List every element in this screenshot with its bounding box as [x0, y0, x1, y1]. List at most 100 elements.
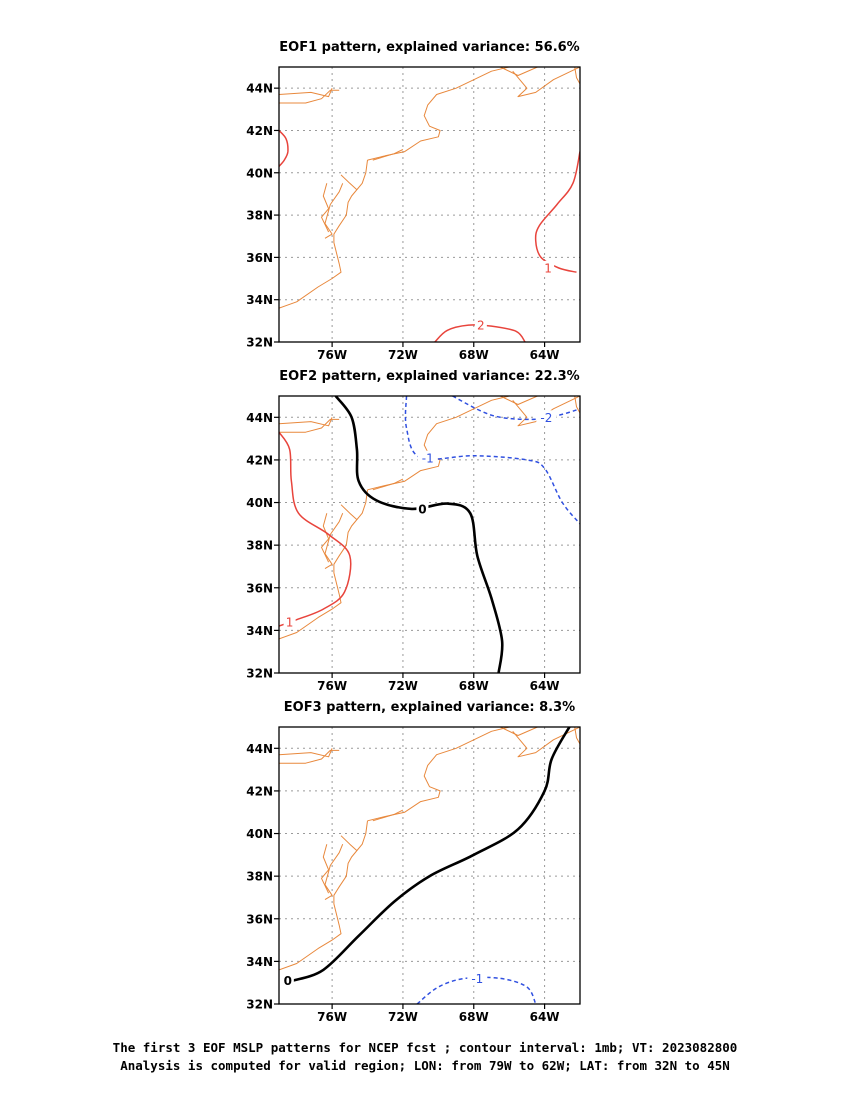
y-tick-label: 34N: [246, 624, 273, 638]
contour-label: 1: [286, 615, 294, 629]
coastline: [340, 835, 358, 851]
contour-label-bg: [416, 501, 429, 516]
contour-label-bg: [542, 260, 555, 275]
x-tick-label: 76W: [317, 348, 347, 362]
x-tick-label: 64W: [530, 1010, 560, 1024]
y-tick-label: 44N: [246, 411, 273, 425]
coastline: [321, 513, 330, 563]
coastline: [321, 844, 330, 894]
coastline: [340, 504, 358, 520]
eof3-title: EOF3 pattern, explained variance: 8.3%: [284, 700, 575, 715]
contour-label: 0: [284, 974, 292, 988]
y-tick-label: 36N: [246, 581, 273, 595]
coastline: [279, 88, 333, 98]
eof3-panel: EOF3 pattern, explained variance: 8.3% 0 -…: [246, 700, 581, 1024]
x-tick-label: 64W: [530, 348, 560, 362]
contour-label: -1: [471, 972, 483, 986]
x-tick-label: 72W: [388, 679, 418, 693]
coastline: [279, 748, 333, 758]
contour-label: 0: [418, 502, 426, 516]
x-tick-label: 72W: [388, 1010, 418, 1024]
coastline: [500, 727, 538, 736]
x-tick-label: 68W: [459, 1010, 489, 1024]
y-tick-label: 42N: [246, 124, 273, 138]
y-tick-label: 40N: [246, 496, 273, 510]
y-tick-label: 32N: [246, 667, 273, 681]
contour-label: -2: [540, 411, 552, 425]
coastline: [279, 489, 368, 640]
contour-line-level-1: [279, 129, 289, 167]
coastline: [512, 67, 580, 98]
coastline: [574, 67, 580, 85]
x-tick-label: 68W: [459, 348, 489, 362]
eof1-plot-area: 12: [279, 67, 580, 342]
coastline: [367, 727, 510, 822]
contour-label-bg: [283, 614, 296, 629]
coastline: [372, 149, 404, 161]
contour-line-level-0: [292, 727, 571, 982]
eof2-panel: EOF2 pattern, explained variance: 22.3% 0…: [246, 369, 581, 693]
coastline: [279, 820, 368, 971]
y-tick-label: 42N: [246, 453, 273, 467]
footer-line-1: The first 3 EOF MSLP patterns for NCEP f…: [112, 1040, 738, 1055]
contour-label: 2: [477, 319, 485, 333]
eof2-plot-area: 0 1 -1 -2: [279, 396, 580, 673]
eof2-frame: [278, 395, 581, 674]
eof2-title: EOF2 pattern, explained variance: 22.3%: [279, 369, 579, 384]
y-tick-label: 44N: [246, 82, 273, 96]
coastline: [279, 418, 340, 433]
y-tick-label: 34N: [246, 293, 273, 307]
contour-label: 1: [544, 261, 552, 275]
y-tick-label: 38N: [246, 870, 273, 884]
contour-line-level-neg1: [404, 396, 580, 525]
coastline: [367, 396, 510, 491]
coastline: [512, 727, 580, 758]
x-tick-label: 76W: [317, 1010, 347, 1024]
y-tick-label: 40N: [246, 166, 273, 180]
contour-label-bg: [417, 450, 438, 465]
coastline: [367, 67, 510, 161]
coastline: [324, 513, 344, 570]
eof3-frame: [278, 726, 581, 1005]
y-tick-label: 40N: [246, 827, 273, 841]
coastline: [279, 89, 340, 104]
eof1-frame: [278, 66, 581, 343]
contour-label-bg: [536, 410, 557, 425]
coastline: [500, 396, 538, 405]
contour-line-level-0: [334, 396, 504, 673]
y-tick-label: 32N: [246, 998, 273, 1012]
y-tick-label: 38N: [246, 209, 273, 223]
contour-label-bg: [474, 318, 487, 333]
eof3-plot-area: 0 -1: [279, 727, 580, 1004]
y-tick-label: 36N: [246, 251, 273, 265]
y-tick-label: 38N: [246, 539, 273, 553]
contour-line-level-1: [279, 431, 352, 627]
y-tick-label: 36N: [246, 912, 273, 926]
coastline: [372, 478, 404, 491]
contour-line-level-neg2: [452, 396, 580, 421]
coastline: [574, 396, 580, 414]
coastline: [324, 844, 344, 901]
coastline: [574, 727, 580, 745]
y-tick-label: 34N: [246, 955, 273, 969]
coastline: [500, 67, 538, 76]
coastline: [321, 183, 330, 233]
coastline: [324, 183, 344, 239]
eof1-title: EOF1 pattern, explained variance: 56.6%: [279, 40, 579, 55]
coastline: [279, 749, 340, 764]
y-tick-label: 44N: [246, 742, 273, 756]
contour-label-bg: [467, 971, 488, 986]
coastline: [279, 417, 333, 427]
footer-line-2: Analysis is computed for valid region; L…: [120, 1058, 730, 1073]
x-tick-label: 64W: [530, 679, 560, 693]
x-tick-label: 68W: [459, 679, 489, 693]
y-tick-label: 42N: [246, 784, 273, 798]
contour-label-bg: [281, 973, 294, 988]
contour-label: -1: [422, 451, 434, 465]
eof1-panel: EOF1 pattern, explained variance: 56.6% 1…: [246, 40, 581, 362]
coastline: [279, 160, 368, 309]
y-tick-label: 32N: [246, 336, 273, 350]
contour-line-level-1: [534, 151, 580, 273]
coastline: [512, 396, 580, 427]
